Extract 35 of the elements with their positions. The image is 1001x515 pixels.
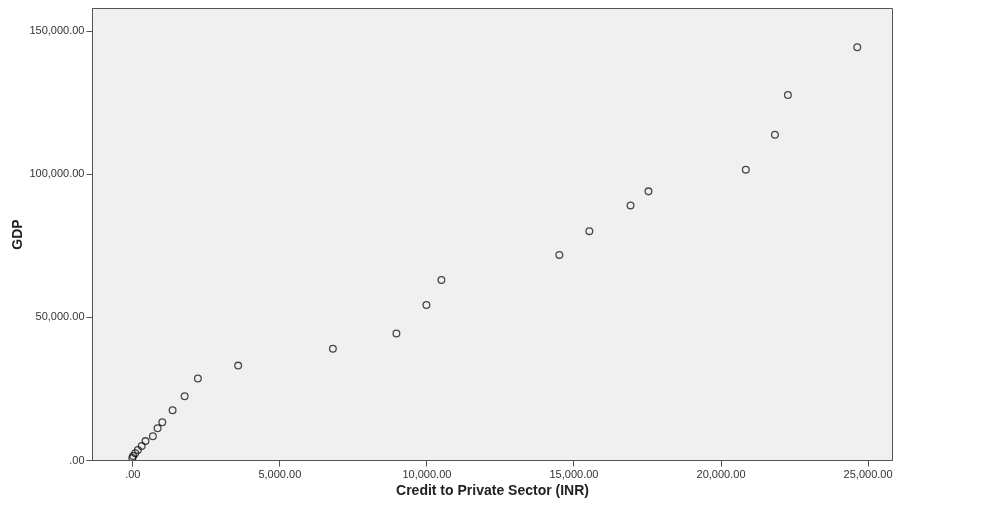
point [137,441,146,450]
y-axis-title: GDP [9,219,26,250]
point [131,449,140,458]
point [392,329,401,338]
point [153,424,162,433]
point [148,432,157,441]
point [234,361,243,370]
x-tick-label: 15,000.00 [549,467,599,480]
x-tick-label: .00 [125,467,141,480]
point [437,276,446,285]
point [193,374,202,383]
y-tick-label: 50,000.00 [35,310,85,323]
point [626,201,635,210]
point [168,406,177,415]
y-tick-label: 150,000.00 [29,24,85,37]
point [741,165,750,174]
x-tick-label: 25,000.00 [843,467,893,480]
y-tick-label: 100,000.00 [29,167,85,180]
point [158,418,167,427]
x-axis-title: Credit to Private Sector (INR) [396,481,589,498]
x-tick-label: 10,000.00 [402,467,452,480]
point [585,227,594,236]
point [328,344,337,353]
x-tick-label: 5,000.00 [258,467,302,480]
point [783,90,792,99]
point [422,300,431,309]
point [853,43,862,52]
point [770,130,779,139]
point [180,392,189,401]
y-tick-label: .00 [69,453,85,466]
x-tick-label: 20,000.00 [696,467,746,480]
point [133,445,142,454]
point [141,437,150,446]
point [555,250,564,259]
point [644,187,653,196]
